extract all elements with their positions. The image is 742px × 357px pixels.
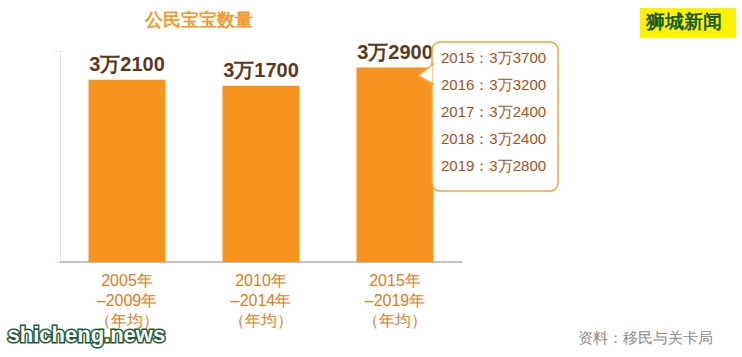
svg-text:（年均）: （年均） — [229, 312, 293, 329]
svg-text:（年均）: （年均） — [363, 312, 427, 329]
svg-text:2016：3万3200: 2016：3万3200 — [441, 76, 546, 93]
svg-text:shicheng.news: shicheng.news — [8, 322, 166, 347]
svg-text:（年均）: （年均） — [95, 311, 159, 329]
svg-text:2017：3万2400: 2017：3万2400 — [441, 103, 546, 120]
svg-text:3万1700: 3万1700 — [223, 59, 299, 81]
svg-text:–2019年: –2019年 — [365, 292, 426, 309]
svg-text:–2014年: –2014年 — [231, 292, 292, 309]
svg-text:3万2100: 3万2100 — [89, 53, 165, 75]
svg-text:2018：3万2400: 2018：3万2400 — [441, 130, 546, 147]
svg-text:3万2900: 3万2900 — [357, 41, 433, 63]
svg-text:2010年: 2010年 — [235, 272, 287, 289]
svg-text:2015年: 2015年 — [369, 272, 421, 289]
svg-text:狮城新闻: 狮城新闻 — [645, 11, 722, 32]
svg-text:–2009年: –2009年 — [97, 292, 158, 309]
svg-text:2005年: 2005年 — [101, 272, 153, 289]
svg-text:2015：3万3700: 2015：3万3700 — [441, 49, 546, 66]
svg-text:公民宝宝数量: 公民宝宝数量 — [144, 10, 253, 30]
svg-text:资料：移民与关卡局: 资料：移民与关卡局 — [578, 329, 713, 346]
svg-text:2019：3万2800: 2019：3万2800 — [441, 157, 546, 174]
